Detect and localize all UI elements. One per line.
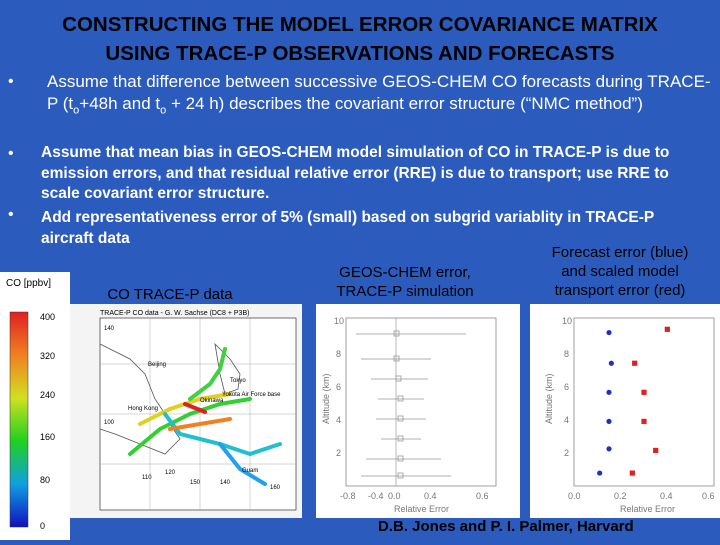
map-number: 140 [220, 480, 231, 486]
y-axis-label: Altitude (km) [321, 373, 331, 424]
y-tick: 6 [336, 382, 341, 392]
forecast-error-point [606, 389, 612, 395]
map-number: 120 [165, 470, 176, 476]
transport-error-point [664, 326, 670, 332]
slide-title-line1: CONSTRUCTING THE MODEL ERROR COVARIANCE … [62, 13, 658, 36]
y-tick: 10 [562, 316, 572, 326]
label-forecast-error: Forecast error (blue) and scaled model t… [520, 243, 720, 300]
colorbar-gradient [9, 311, 29, 528]
colorbar-tick: 160 [40, 432, 55, 442]
x-axis-label: Relative Error [394, 504, 449, 514]
y-tick: 10 [334, 316, 344, 326]
x-tick: 0.0 [388, 491, 401, 501]
label-fc-line2: and scaled model [561, 263, 679, 280]
bullet-mean-bias: Assume that mean bias in GEOS-CHEM model… [41, 144, 670, 202]
plot-frame [345, 317, 497, 487]
transport-error-point [653, 447, 659, 454]
geos-error-plot: Altitude (km) Relative Error 10 8 6 4 2 … [321, 316, 497, 514]
y-tick: 2 [564, 448, 569, 458]
bullet-nmc-method: Assume that difference between successiv… [47, 71, 717, 121]
colorbar-tick: 240 [40, 390, 55, 400]
y-tick: 8 [564, 349, 569, 359]
geos-error-plot-panel: Altitude (km) Relative Error 10 8 6 4 2 … [316, 304, 520, 518]
colorbar-tick: 320 [40, 351, 55, 361]
map-number: 100 [104, 420, 115, 426]
plot-frame [573, 317, 715, 487]
flight-tracks [128, 347, 282, 486]
x-tick: 0.6 [476, 491, 489, 501]
error-bars [356, 330, 466, 479]
transport-error-point [629, 470, 635, 476]
label-fc-line3: transport error (red) [554, 282, 686, 299]
colorbar-unit: CO [ppbv] [6, 278, 51, 289]
x-tick: 0.6 [702, 491, 715, 501]
y-tick: 2 [336, 448, 341, 458]
colorbar-panel: CO [ppbv] 400 320 240 160 80 0 [0, 272, 70, 540]
colorbar-tick: 0 [40, 521, 45, 531]
colorbar-figure: CO [ppbv] 400 320 240 160 80 0 [6, 278, 55, 531]
bullet-dot: • [8, 206, 14, 223]
x-tick: -0.4 [368, 491, 384, 501]
forecast-error-point [608, 360, 614, 366]
x-tick: 0.0 [568, 491, 581, 501]
place-label: Okinawa [200, 398, 224, 404]
transport-error-point [641, 389, 647, 395]
place-label: Tokyo [230, 378, 246, 384]
place-label: Beijing [148, 362, 166, 368]
bullet1-text-b: +48h and t [79, 94, 161, 113]
bullet1-sub-2: o [160, 104, 167, 117]
bullet-representativeness: Add representativeness error of 5% (smal… [41, 209, 654, 247]
trace-p-map: TRACE-P CO data - G. W. Sachse (DC8 + P3… [99, 310, 297, 511]
forecast-error-point [606, 418, 612, 424]
credit-line: D.B. Jones and P. I. Palmer, Harvard [378, 518, 634, 535]
plot-points [597, 326, 670, 476]
map-graticule [100, 318, 296, 510]
bullet-dot: • [8, 73, 14, 90]
label-geos-line1: GEOS-CHEM error, [339, 264, 471, 281]
x-axis-label: Relative Error [620, 504, 675, 514]
y-tick: 4 [564, 415, 569, 425]
map-number: 150 [190, 480, 201, 486]
bullet-dot: • [8, 145, 14, 162]
colorbar-tick: 80 [40, 475, 50, 485]
bullet1-text-c: + 24 h) describes the covariant error st… [166, 94, 643, 113]
label-geos-error: GEOS-CHEM error, TRACE-P simulation [305, 263, 505, 301]
place-label: Yokota Air Force base [222, 392, 281, 398]
place-label: Hong Kong [128, 406, 158, 412]
map-number: 160 [270, 485, 281, 491]
forecast-error-point [606, 329, 612, 336]
map-number: 140 [104, 326, 115, 332]
y-axis-label: Altitude (km) [544, 373, 554, 424]
x-tick: 0.4 [660, 491, 673, 501]
x-tick: 0.4 [424, 491, 437, 501]
x-tick: -0.8 [340, 491, 356, 501]
transport-error-point [632, 360, 638, 366]
map-caption: TRACE-P CO data - G. W. Sachse (DC8 + P3… [100, 310, 249, 317]
label-fc-line1: Forecast error (blue) [551, 244, 689, 261]
x-tick: 0.2 [614, 491, 627, 501]
slide-title-line2: USING TRACE-P OBSERVATIONS AND FORECASTS [105, 42, 615, 65]
label-co-data: CO TRACE-P data [107, 286, 233, 303]
map-panel: TRACE-P CO data - G. W. Sachse (DC8 + P3… [70, 304, 302, 518]
forecast-error-point [606, 446, 612, 452]
forecast-error-point [597, 470, 603, 476]
colorbar-tick: 400 [40, 312, 55, 322]
map-number: 110 [142, 475, 152, 481]
bullet1-sub-1: o [73, 104, 80, 117]
forecast-error-plot: Altitude (km) Relative Error 10 8 6 4 2 … [544, 316, 715, 514]
label-geos-line2: TRACE-P simulation [336, 283, 474, 300]
place-label: Guam [242, 468, 258, 474]
transport-error-point [641, 418, 647, 424]
y-tick: 4 [336, 415, 341, 425]
y-tick: 8 [336, 349, 341, 359]
forecast-error-plot-panel: Altitude (km) Relative Error 10 8 6 4 2 … [530, 304, 720, 518]
bullet1-text-a: Assume that difference between successiv… [47, 72, 711, 113]
map-japan [214, 342, 241, 395]
y-tick: 6 [564, 382, 569, 392]
